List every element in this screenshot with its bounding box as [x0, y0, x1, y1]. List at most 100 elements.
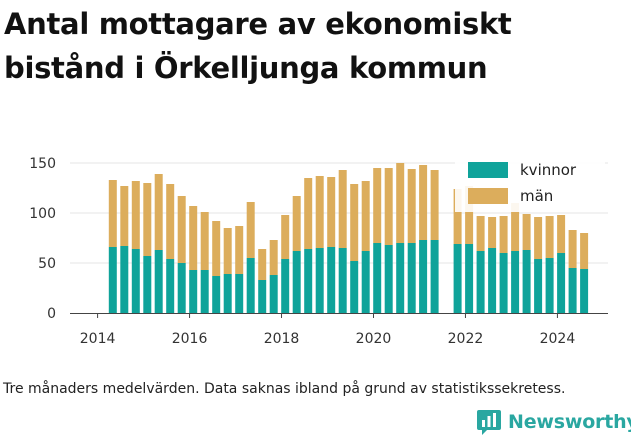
bar-män: [396, 163, 405, 243]
bar-män: [373, 168, 382, 243]
bar-kvinnor: [315, 248, 324, 313]
bar-män: [361, 181, 370, 251]
bar-män: [246, 202, 255, 258]
bar-män: [384, 168, 393, 245]
bar-män: [522, 214, 531, 250]
bar-kvinnor: [545, 258, 554, 313]
bar-män: [223, 228, 232, 274]
bar-män: [166, 184, 175, 259]
legend-label-kvinnor: kvinnor: [520, 161, 577, 179]
chart-title: Antal mottagare av ekonomiskt bistånd i …: [4, 7, 512, 85]
bar-män: [534, 217, 543, 259]
bar-män: [120, 186, 129, 246]
x-tick-label: 2022: [448, 331, 484, 347]
bar-kvinnor: [200, 270, 209, 313]
bar-män: [235, 226, 244, 274]
bar-män: [511, 203, 520, 251]
bar-kvinnor: [534, 259, 543, 313]
bar-kvinnor: [327, 247, 336, 313]
bar-män: [292, 196, 301, 251]
bar-kvinnor: [154, 250, 163, 313]
bar-kvinnor: [396, 243, 405, 313]
bar-män: [315, 176, 324, 248]
bar-män: [131, 181, 140, 249]
legend-label-män: män: [520, 187, 553, 205]
bar-män: [488, 217, 497, 248]
bar-män: [212, 221, 221, 276]
legend-swatch-kvinnor: [468, 162, 508, 178]
y-tick-label: 100: [29, 206, 56, 222]
bar-kvinnor: [246, 258, 255, 313]
bar-kvinnor: [108, 247, 117, 313]
bar-kvinnor: [557, 253, 566, 313]
bar-män: [327, 177, 336, 247]
bar-män: [200, 212, 209, 270]
bar-kvinnor: [338, 248, 347, 313]
bar-kvinnor: [143, 256, 152, 313]
bar-män: [545, 216, 554, 258]
bar-män: [189, 206, 198, 270]
bar-män: [430, 170, 439, 240]
bar-kvinnor: [568, 268, 577, 313]
bar-män: [465, 186, 474, 244]
bar-män: [281, 215, 290, 259]
bar-kvinnor: [350, 261, 359, 313]
bar-kvinnor: [235, 274, 244, 313]
bar-män: [580, 233, 589, 269]
bar-män: [108, 180, 117, 247]
y-tick-label: 150: [29, 156, 56, 172]
bar-kvinnor: [384, 245, 393, 313]
bar-kvinnor: [488, 248, 497, 313]
bar-kvinnor: [522, 250, 531, 313]
bar-kvinnor: [499, 253, 508, 313]
bar-kvinnor: [373, 243, 382, 313]
bar-kvinnor: [476, 251, 485, 313]
bar-män: [568, 230, 577, 268]
bar-kvinnor: [120, 246, 129, 313]
bar-kvinnor: [580, 269, 589, 313]
brand-name: Newsworthy: [508, 411, 631, 433]
legend-swatch-män: [468, 188, 508, 204]
bar-män: [350, 184, 359, 261]
newsworthy-logo-icon: [477, 410, 501, 435]
x-tick-label: 2014: [80, 331, 116, 347]
bar-kvinnor: [304, 249, 313, 313]
bar-män: [177, 196, 186, 263]
bar-män: [258, 249, 267, 280]
bar-kvinnor: [212, 276, 221, 313]
bar-kvinnor: [292, 251, 301, 313]
x-tick-label: 2024: [540, 331, 576, 347]
x-tick-label: 2016: [172, 331, 208, 347]
bar-män: [269, 240, 278, 275]
bar-kvinnor: [177, 263, 186, 313]
bar-män: [499, 216, 508, 253]
bar-män: [304, 178, 313, 249]
bar-män: [407, 169, 416, 243]
bar-kvinnor: [269, 275, 278, 313]
chart-area: 0 50 100 150 2014 2016 2018 2020 2022 2024 kvinnor…: [29, 156, 608, 347]
bar-män: [476, 216, 485, 251]
chart-caption: Tre månaders medelvärden. Data saknas ib…: [3, 381, 566, 397]
bar-män: [154, 174, 163, 250]
y-tick-label: 0: [47, 306, 56, 322]
bar-kvinnor: [453, 244, 462, 313]
y-tick-label: 50: [38, 256, 56, 272]
bar-kvinnor: [419, 240, 428, 313]
bar-kvinnor: [361, 251, 370, 313]
bar-kvinnor: [131, 249, 140, 313]
bar-kvinnor: [430, 240, 439, 313]
newsworthy-logo[interactable]: Newsworthy: [476, 407, 631, 437]
bar-män: [419, 165, 428, 240]
bar-kvinnor: [511, 251, 520, 313]
bar-kvinnor: [189, 270, 198, 313]
bar-kvinnor: [223, 274, 232, 313]
bar-män: [453, 189, 462, 244]
bar-kvinnor: [407, 243, 416, 313]
bar-män: [338, 170, 347, 248]
bar-kvinnor: [166, 259, 175, 313]
bar-kvinnor: [281, 259, 290, 313]
x-tick-label: 2020: [356, 331, 392, 347]
x-tick-label: 2018: [264, 331, 300, 347]
bar-män: [143, 183, 152, 256]
bar-män: [557, 215, 566, 253]
